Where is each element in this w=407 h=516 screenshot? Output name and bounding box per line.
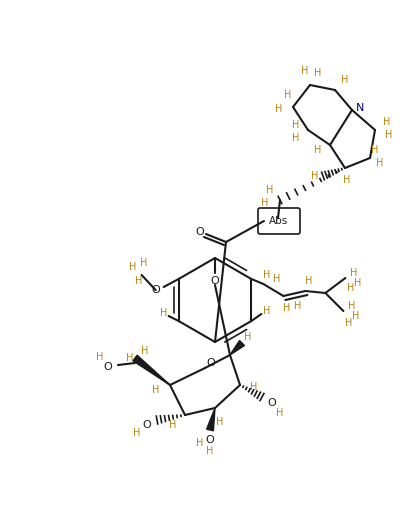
Text: Abs: Abs bbox=[269, 216, 289, 226]
Text: H: H bbox=[344, 175, 351, 185]
Text: O: O bbox=[104, 362, 112, 372]
Text: H: H bbox=[352, 311, 359, 321]
Text: H: H bbox=[250, 382, 258, 392]
Text: H: H bbox=[206, 446, 214, 456]
Text: H: H bbox=[216, 417, 224, 427]
Polygon shape bbox=[230, 341, 245, 355]
Text: H: H bbox=[385, 130, 393, 140]
Text: H: H bbox=[133, 428, 141, 438]
Text: H: H bbox=[261, 198, 269, 208]
Text: O: O bbox=[268, 398, 276, 408]
FancyBboxPatch shape bbox=[258, 208, 300, 234]
Text: H: H bbox=[135, 276, 142, 286]
Text: H: H bbox=[152, 385, 160, 395]
Text: O: O bbox=[142, 420, 151, 430]
Text: H: H bbox=[314, 68, 322, 78]
Text: H: H bbox=[348, 301, 355, 311]
Text: H: H bbox=[283, 303, 290, 313]
Text: H: H bbox=[263, 306, 270, 316]
Text: H: H bbox=[314, 145, 322, 155]
Text: N: N bbox=[356, 103, 364, 113]
Text: H: H bbox=[376, 158, 384, 168]
Text: H: H bbox=[276, 408, 284, 418]
Text: O: O bbox=[196, 227, 204, 237]
Polygon shape bbox=[207, 408, 215, 431]
Text: O: O bbox=[206, 435, 214, 445]
Text: H: H bbox=[169, 420, 177, 430]
Text: H: H bbox=[244, 332, 252, 342]
Text: H: H bbox=[294, 301, 301, 311]
Text: H: H bbox=[341, 75, 349, 85]
Text: H: H bbox=[292, 120, 300, 130]
Text: H: H bbox=[292, 133, 300, 143]
Text: H: H bbox=[347, 283, 354, 293]
Text: H: H bbox=[345, 318, 352, 328]
Text: H: H bbox=[140, 258, 147, 268]
Text: H: H bbox=[284, 90, 292, 100]
Polygon shape bbox=[133, 355, 170, 385]
Text: O: O bbox=[151, 285, 160, 295]
Text: H: H bbox=[263, 270, 270, 280]
Text: H: H bbox=[350, 268, 357, 278]
Text: H: H bbox=[311, 171, 319, 181]
Text: H: H bbox=[273, 274, 280, 284]
Text: H: H bbox=[96, 352, 104, 362]
Text: H: H bbox=[383, 117, 391, 127]
Text: H: H bbox=[354, 278, 361, 288]
Text: O: O bbox=[211, 276, 219, 286]
Text: H: H bbox=[196, 438, 204, 448]
Text: H: H bbox=[266, 185, 274, 195]
Text: H: H bbox=[371, 145, 379, 155]
Text: H: H bbox=[301, 66, 309, 76]
Text: H: H bbox=[160, 308, 167, 318]
Text: O: O bbox=[207, 358, 215, 368]
Text: H: H bbox=[129, 262, 136, 272]
Text: H: H bbox=[141, 346, 149, 356]
Text: H: H bbox=[275, 104, 283, 114]
Text: H: H bbox=[305, 276, 312, 286]
Text: H: H bbox=[126, 353, 133, 363]
